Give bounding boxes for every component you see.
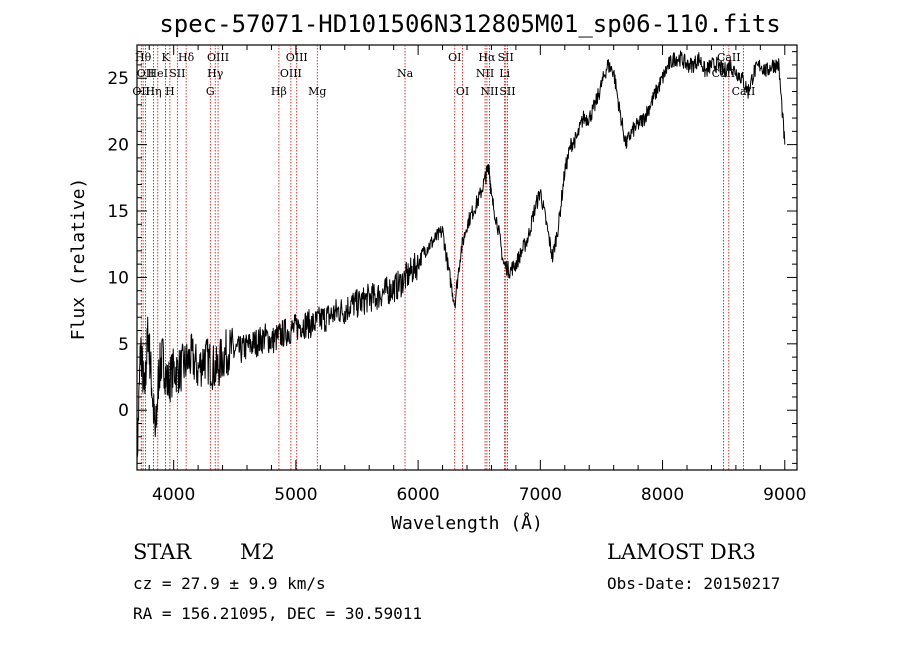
axis-ticks: 4000 5000 6000 7000 8000 9000 0 5 10 15 20 25: [107, 45, 806, 505]
line-marker-label: Hβ: [271, 85, 287, 98]
spectrum-series: [136, 50, 786, 468]
y-tick-label: 15: [107, 202, 129, 222]
y-axis-label: Flux (relative): [68, 178, 89, 341]
line-marker-label: SII: [498, 51, 514, 64]
x-axis-label: Wavelength (Å): [391, 512, 543, 534]
x-tick-label: 6000: [396, 485, 439, 505]
line-marker-label: NII: [480, 85, 498, 98]
coords-label: RA = 156.21095, DEC = 30.59011: [133, 604, 422, 623]
line-marker-label: OIII: [286, 51, 308, 64]
survey-label: LAMOST DR3: [607, 540, 756, 564]
line-marker-label: Hδ: [178, 51, 195, 64]
line-marker-label: K: [161, 51, 170, 64]
x-tick-label: 8000: [641, 485, 684, 505]
line-marker-label: H: [165, 85, 175, 98]
class-label: STAR: [133, 540, 192, 564]
line-marker-label: OIII: [207, 51, 229, 64]
line-marker-label: SII: [169, 67, 185, 80]
line-marker-label: OIII: [280, 67, 302, 80]
line-marker-label: Hα: [478, 51, 496, 64]
line-marker-label: Li: [499, 67, 510, 80]
line-marker-label: OI: [448, 51, 461, 64]
spectral-line-markers: HθOIIOIIHηHeIKHSIIHδGHγOIIIHβOIIIOIIIMgN…: [132, 45, 755, 470]
obs-date-label: Obs-Date: 20150217: [607, 574, 780, 593]
y-tick-label: 5: [118, 335, 129, 355]
line-marker-label: Hη: [145, 85, 161, 98]
line-marker-label: HeI: [148, 67, 168, 80]
line-marker-label: Na: [397, 67, 414, 80]
line-marker-label: G: [206, 85, 215, 98]
line-marker-label: OI: [456, 85, 469, 98]
line-marker-label: CaII: [732, 85, 756, 98]
line-marker-label: CaII: [717, 51, 741, 64]
line-marker-label: Hγ: [207, 67, 224, 80]
line-marker-label: SII: [499, 85, 515, 98]
line-marker-label: NII: [476, 67, 494, 80]
y-tick-label: 10: [107, 268, 129, 288]
y-tick-label: 20: [107, 136, 129, 156]
subclass-label: M2: [240, 540, 275, 564]
cz-label: cz = 27.9 ± 9.9 km/s: [133, 574, 326, 593]
spectrum-line: [136, 50, 786, 468]
line-marker-label: Hθ: [135, 51, 152, 64]
y-tick-label: 0: [118, 401, 129, 421]
x-tick-label: 4000: [152, 485, 195, 505]
line-marker-label: Mg: [308, 85, 326, 98]
x-tick-label: 5000: [274, 485, 317, 505]
x-tick-label: 9000: [763, 485, 806, 505]
x-tick-label: 7000: [519, 485, 562, 505]
chart-title: spec-57071-HD101506N312805M01_sp06-110.f…: [159, 10, 780, 38]
y-tick-label: 25: [107, 69, 129, 89]
plot-frame: [136, 44, 798, 471]
